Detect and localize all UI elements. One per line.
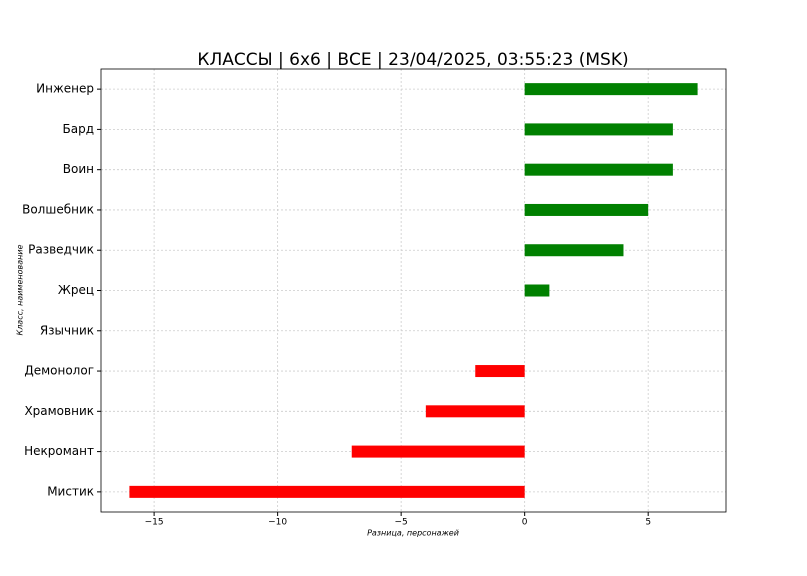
bar [475,365,525,378]
bar [524,244,624,257]
chart-title: КЛАССЫ | 6х6 | ВСЕ | 23/04/2025, 03:55:2… [197,50,628,70]
x-tick-label: −15 [145,518,164,528]
y-tick-label: Демонолог [24,364,94,378]
x-tick-label: 0 [522,518,528,528]
bar [524,163,673,176]
bar [524,83,698,96]
bar [129,485,525,498]
x-tick-label: 5 [645,518,651,528]
y-tick-label: Бард [63,122,95,136]
x-axis-label: Разница, персонажей [367,529,459,538]
y-axis-label: Класс, наименование [16,244,25,335]
bar [351,445,525,458]
plot-frame [100,68,727,513]
y-tick-label: Жрец [58,283,94,297]
y-tick-label: Мистик [47,484,94,498]
y-tick-label: Разведчик [28,243,94,257]
y-tick-label: Волшебник [22,202,94,216]
bar [524,284,550,297]
bar [524,123,673,136]
bar [524,203,649,216]
bar [425,405,525,418]
x-tick-label: −5 [395,518,408,528]
y-tick-label: Храмовник [24,404,94,418]
y-tick-label: Воин [63,162,94,176]
y-tick-label: Инженер [36,82,94,96]
x-tick-label: −10 [268,518,287,528]
y-tick-label: Некромант [24,444,94,458]
y-tick-label: Язычник [40,323,94,337]
